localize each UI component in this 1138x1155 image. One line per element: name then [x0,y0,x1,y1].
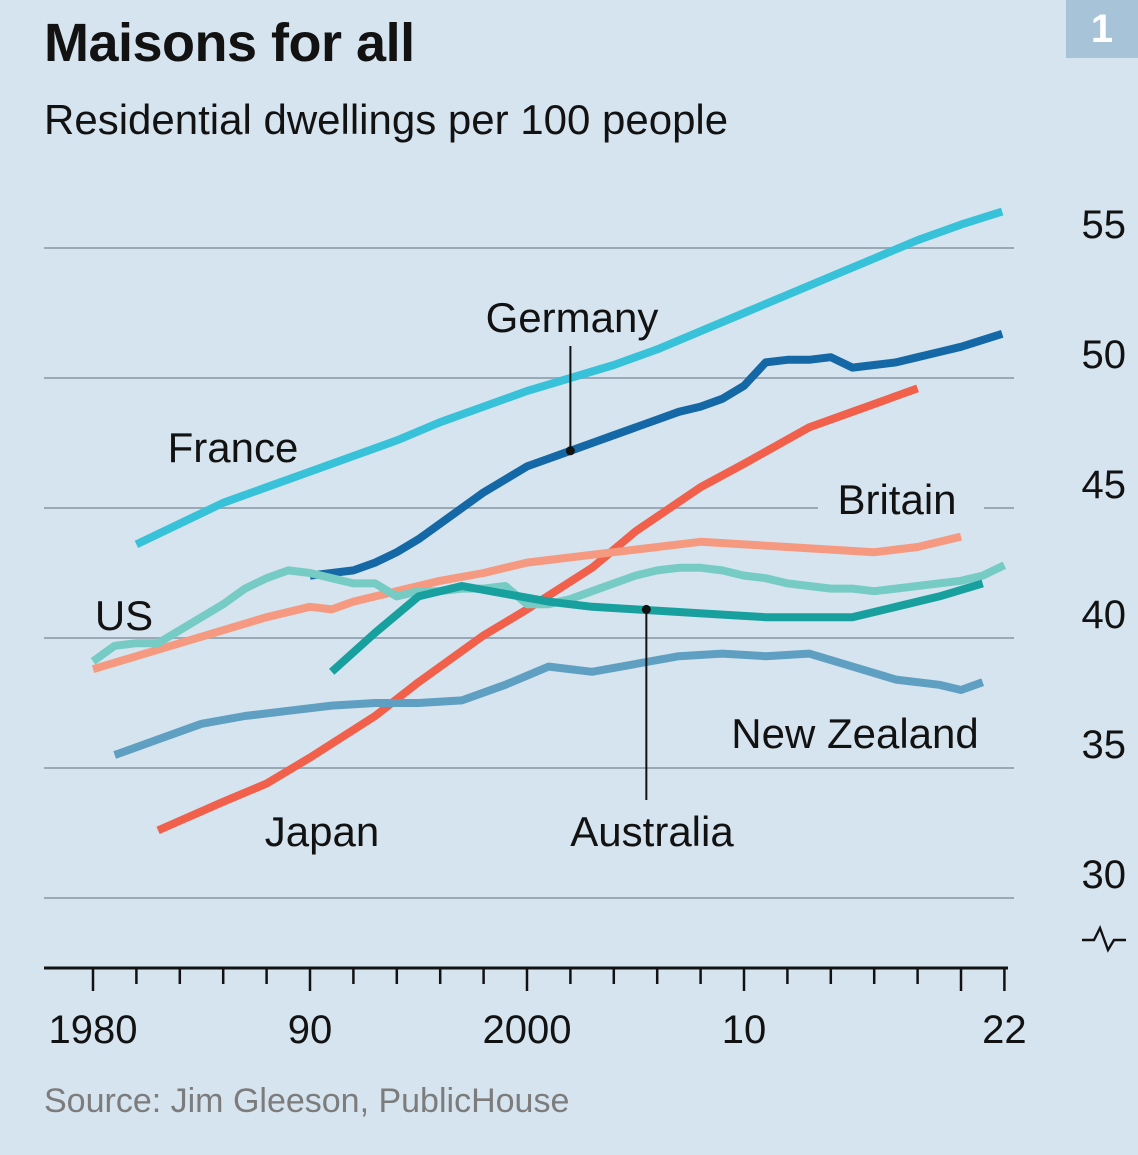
series-line-australia [329,579,984,675]
series-label-britain: Britain [837,476,956,523]
callout-dot-germany [565,446,575,456]
x-tick-label-2010: 10 [722,1008,767,1052]
series-label-germany: Germany [486,294,659,341]
y-tick-label-35: 35 [1082,723,1127,767]
line-chart: 30 35 40 45 50 55 1980 90 2000 10 22 France German… [44,203,1127,1052]
series-label-us: US [95,592,153,639]
series-labels: France Germany Japan Britain US Australia New … [95,294,984,855]
source-note: Source: Jim Gleeson, PublicHouse [44,1082,570,1120]
britain-label-knockout [818,474,984,530]
series-line-britain [91,532,962,674]
x-axis: 1980 90 2000 10 22 [44,966,1027,1052]
y-tick-label-50: 50 [1082,333,1127,377]
chart-subtitle: Residential dwellings per 100 people [44,96,729,143]
y-tick-label-45: 45 [1082,463,1127,507]
x-tick-label-1980: 1980 [49,1008,138,1052]
series-line-japan [156,384,919,835]
y-tick-label-30: 30 [1082,853,1127,897]
y-tick-label-40: 40 [1082,593,1127,637]
chart-number-badge: 1 [1066,0,1138,58]
x-tick-label-2022: 22 [982,1008,1027,1052]
series-label-france: France [168,424,299,471]
series-label-japan: Japan [265,808,379,855]
series-line-new-zealand [113,649,985,759]
x-tick-label-1990: 90 [288,1008,333,1052]
y-axis-tick-labels: 30 35 40 45 50 55 [1082,203,1127,897]
x-tick-label-2000: 2000 [483,1008,572,1052]
callout-dot-australia [641,604,651,614]
y-tick-label-55: 55 [1082,203,1127,247]
gridlines [44,247,1014,899]
y-axis-break-icon [1082,924,1126,953]
series-label-australia: Australia [570,808,734,855]
series-label-new-zealand: New Zealand [731,710,978,757]
callout-leaders [565,346,651,800]
chart-title: Maisons for all [44,13,415,73]
series-line-germany [309,329,1004,580]
axis-break-mark [1082,924,1126,953]
